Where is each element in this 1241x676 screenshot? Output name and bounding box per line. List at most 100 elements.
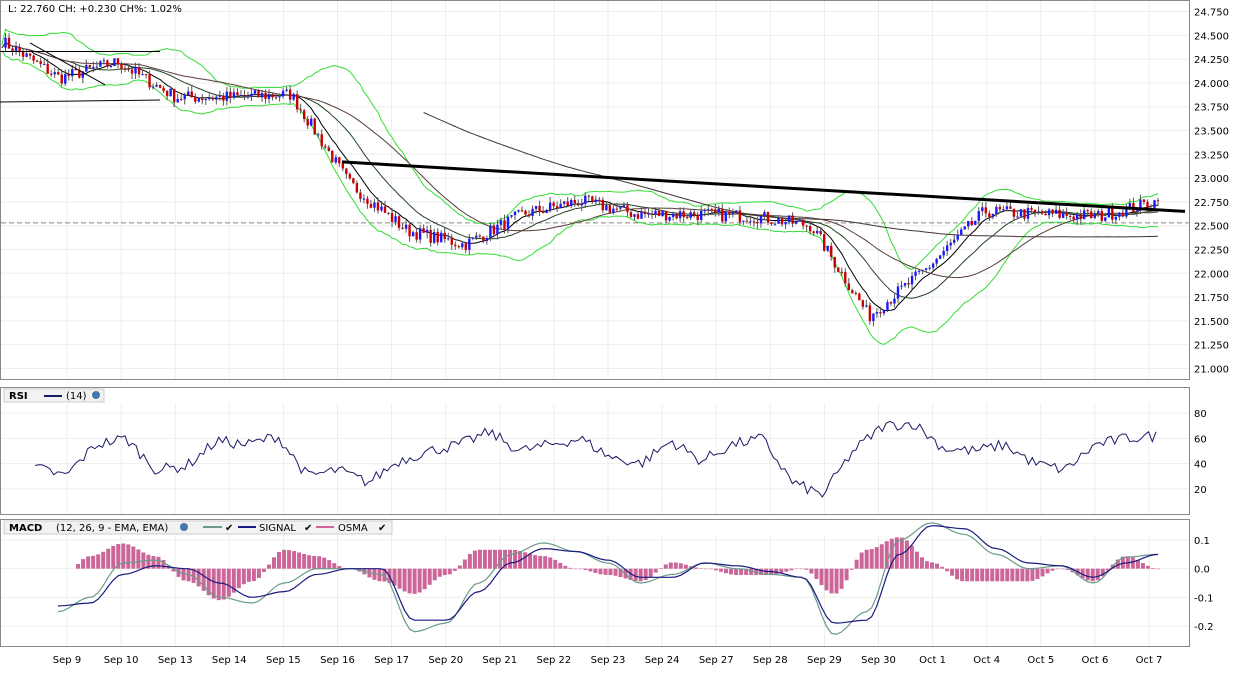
osma-bar: [543, 556, 548, 569]
osma-bar: [598, 568, 603, 575]
candle-body: [169, 88, 172, 97]
candle-body: [548, 202, 552, 210]
candle-body: [513, 211, 517, 216]
candle-body: [615, 208, 619, 210]
candle-body: [366, 198, 369, 204]
candle-body: [183, 94, 186, 100]
osma-bar: [1065, 568, 1070, 570]
candle-body: [640, 212, 643, 219]
candle-body: [1026, 208, 1030, 219]
price-y-tick-label: 22.000: [1194, 269, 1229, 280]
candle-body: [991, 213, 995, 218]
candle-body: [408, 224, 411, 237]
price-y-tick-label: 23.750: [1194, 103, 1229, 114]
osma-bar: [271, 557, 276, 569]
osma-bar: [196, 568, 201, 587]
candle-body: [71, 69, 74, 77]
candle-body: [826, 245, 829, 251]
candle-body: [953, 239, 956, 243]
candle-body: [517, 210, 520, 212]
candle-body: [1097, 211, 1100, 214]
macd-settings-icon[interactable]: [180, 523, 188, 531]
candle-body: [594, 199, 598, 203]
osma-label: OSMA: [338, 523, 368, 534]
candle-body: [1125, 206, 1128, 217]
candle-body: [1090, 211, 1093, 219]
osma-bar: [327, 560, 332, 569]
candle-body: [657, 210, 661, 217]
candle-body: [591, 196, 594, 203]
candle-body: [647, 213, 650, 215]
osma-bar: [708, 568, 713, 570]
candle-body: [172, 88, 176, 103]
osma-bar: [985, 568, 990, 582]
osma-bar: [251, 568, 256, 582]
candle-body: [942, 250, 945, 256]
macd-check-icon[interactable]: ✔: [225, 523, 233, 534]
x-tick-label: Oct 7: [1136, 655, 1163, 666]
candle-body: [14, 46, 18, 52]
osma-bar: [899, 537, 904, 569]
osma-bar: [487, 549, 492, 569]
candle-body: [808, 226, 812, 232]
osma-bar: [126, 544, 131, 569]
osma-bar: [940, 566, 945, 569]
osma-bar: [447, 568, 452, 575]
osma-bar: [417, 568, 422, 593]
candle-body: [735, 210, 738, 213]
candle-body: [123, 68, 127, 70]
osma-bar: [904, 540, 909, 569]
osma-bar: [1035, 568, 1040, 580]
candle-body: [306, 119, 309, 126]
candle-body: [165, 91, 169, 97]
osma-bar: [824, 568, 829, 591]
osma-check-icon[interactable]: ✔: [378, 523, 386, 534]
candle-body: [401, 227, 404, 229]
candle-body: [443, 232, 446, 240]
candle-body: [464, 243, 468, 250]
signal-check-icon[interactable]: ✔: [304, 523, 312, 534]
candle-body: [197, 98, 200, 102]
osma-bar: [990, 568, 995, 582]
candle-body: [805, 225, 808, 227]
candle-body: [4, 37, 7, 48]
candle-body: [288, 89, 292, 100]
osma-bar: [744, 568, 749, 575]
x-tick-label: Oct 4: [973, 655, 1000, 666]
price-grid: [1, 1, 1189, 379]
osma-bar: [538, 555, 543, 569]
candle-body: [257, 90, 260, 98]
candle-body: [956, 234, 959, 240]
candle-body: [840, 271, 843, 273]
candle-body: [872, 313, 875, 322]
candle-body: [981, 207, 984, 212]
osma-bar: [437, 568, 442, 577]
osma-bar: [719, 568, 724, 572]
rsi-y-tick-label: 20: [1194, 485, 1207, 496]
candle-body: [903, 282, 907, 286]
candle-body: [218, 95, 222, 97]
osma-bar: [553, 559, 558, 569]
candle-body: [295, 94, 299, 110]
osma-bar: [116, 544, 121, 569]
candle-body: [1016, 216, 1019, 218]
candle-body: [264, 92, 267, 99]
osma-bar: [934, 563, 939, 569]
candle-body: [1128, 203, 1132, 207]
candle-body: [815, 230, 819, 234]
osma-bar: [909, 545, 914, 569]
osma-bar: [618, 568, 623, 578]
osma-bar: [955, 568, 960, 580]
osma-bar: [568, 567, 573, 569]
candle-body: [763, 212, 766, 217]
candle-body: [868, 305, 872, 322]
osma-bar: [980, 568, 985, 582]
candle-body: [394, 216, 397, 222]
osma-bar: [1040, 568, 1045, 577]
osma-bar: [673, 562, 678, 569]
osma-bar: [256, 568, 261, 578]
candle-body: [380, 206, 383, 211]
candle-body: [489, 225, 492, 239]
macd-panel: 0.1 0.0 -0.1 -0.2 MACD (12, 26, 9 - EMA, EM…: [0, 519, 1214, 647]
rsi-settings-icon[interactable]: [92, 391, 100, 399]
